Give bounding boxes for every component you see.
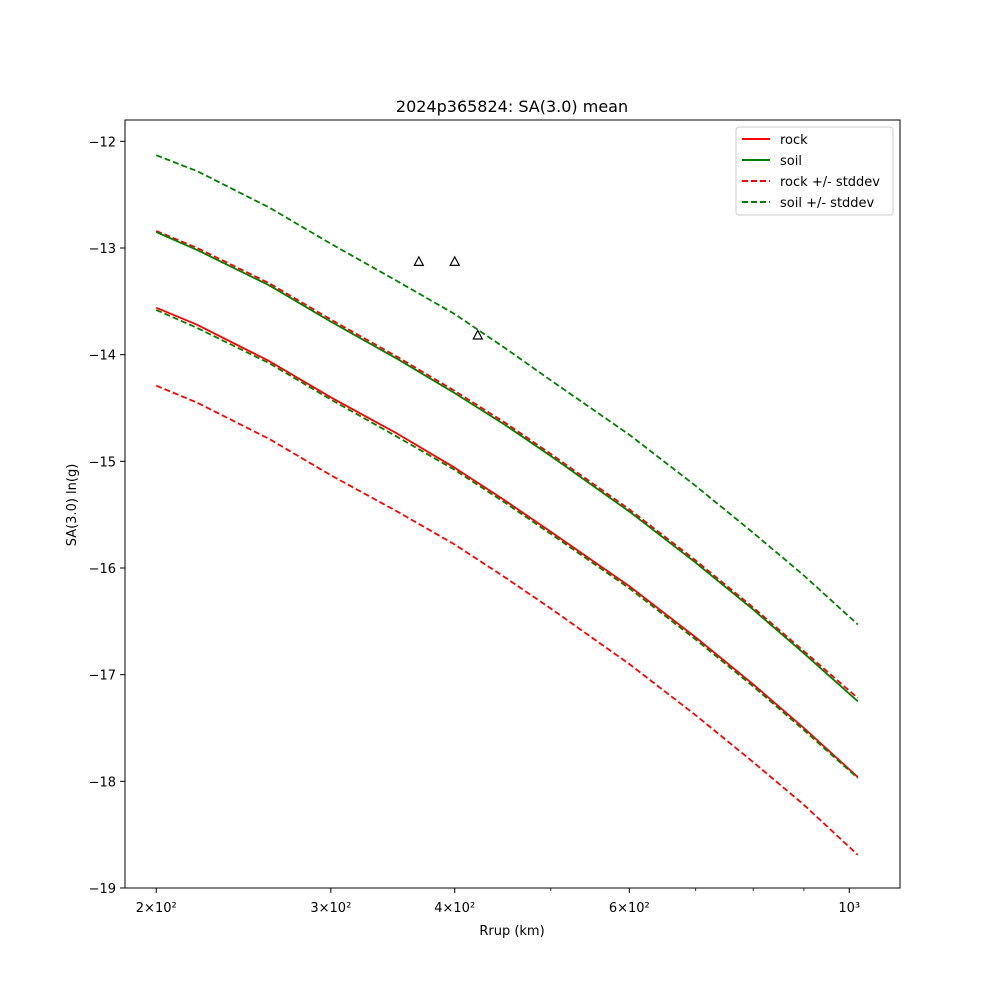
y-tick-label: −16: [89, 562, 116, 577]
observation-marker: [449, 255, 461, 266]
y-tick-label: −12: [89, 135, 116, 150]
legend-label: rock +/- stddev: [780, 175, 880, 190]
y-tick-label: −14: [89, 349, 116, 364]
series-line-soil-stddev-5: [155, 309, 859, 779]
legend-box: [735, 126, 894, 216]
series-line-rock-stddev-2: [155, 384, 859, 856]
plot-area: [155, 154, 859, 856]
x-tick-label: 2×10²: [136, 901, 177, 916]
legend-label: soil: [780, 154, 802, 169]
x-tick-label: 4×10²: [434, 901, 475, 916]
legend: rock soil rock +/- stddev soil +/- stddev: [735, 126, 894, 216]
observation-marker: [472, 329, 484, 340]
x-tick-label: 6×10²: [609, 901, 650, 916]
y-axis-label: SA(3.0) ln(g): [65, 464, 80, 547]
x-axis-label: Rrup (km): [479, 924, 544, 939]
observation-marker: [413, 255, 425, 266]
series-line-rock-0: [155, 306, 859, 778]
x-tick-label: 3×10²: [310, 901, 351, 916]
legend-label: rock: [780, 133, 808, 148]
y-tick-label: −17: [89, 669, 116, 684]
series-line-soil-stddev-4: [155, 154, 859, 626]
chart-title: 2024p365824: SA(3.0) mean: [396, 97, 628, 116]
axes-frame: [124, 119, 901, 889]
y-tick-label: −18: [89, 775, 116, 790]
x-axis-ticks: 2×10² 3×10² 4×10² 6×10² 10³: [136, 888, 860, 916]
y-tick-label: −13: [89, 242, 116, 257]
y-axis-ticks: −12 −13 −14 −15 −16 −17 −18 −19: [89, 135, 125, 897]
y-tick-label: −19: [89, 882, 116, 897]
x-tick-label: 10³: [838, 901, 860, 916]
series-line-soil-3: [155, 231, 859, 702]
y-tick-label: −15: [89, 455, 116, 470]
legend-label: soil +/- stddev: [780, 196, 875, 211]
series-line-rock-stddev-1: [155, 230, 859, 699]
